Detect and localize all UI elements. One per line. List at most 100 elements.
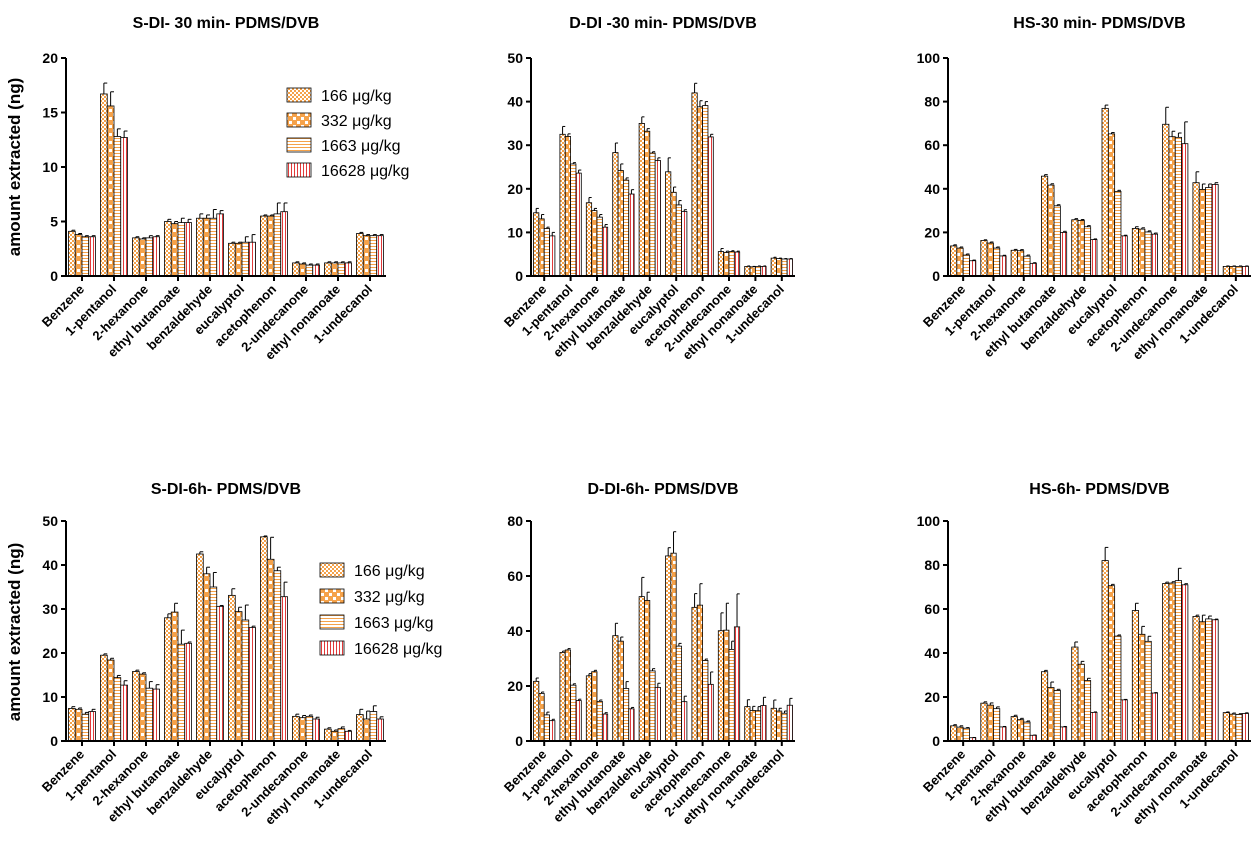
bar xyxy=(533,680,540,742)
bar xyxy=(691,606,698,742)
bar xyxy=(980,240,988,277)
bar xyxy=(88,711,96,742)
bar xyxy=(1023,255,1031,277)
bar xyxy=(120,684,128,742)
bar xyxy=(68,230,76,277)
bar xyxy=(538,693,545,742)
bar xyxy=(1120,699,1128,742)
bar xyxy=(1077,663,1085,742)
bar xyxy=(152,688,160,742)
bar xyxy=(184,222,192,277)
chart-panel-2: D-DI -30 min- PDMS/DVB01020304050Benzene… xyxy=(501,15,795,363)
bar xyxy=(152,236,160,277)
y-tick-label: 80 xyxy=(924,94,940,110)
bar xyxy=(369,235,378,277)
bar xyxy=(962,727,970,742)
bar xyxy=(1120,235,1128,277)
bar xyxy=(305,264,314,277)
bar xyxy=(1174,136,1182,277)
bar xyxy=(786,258,793,277)
bar xyxy=(781,258,788,277)
bar xyxy=(644,600,651,742)
bar xyxy=(564,136,571,277)
bar xyxy=(170,611,179,742)
bar xyxy=(234,242,243,277)
bar xyxy=(1150,233,1159,277)
legend-swatch xyxy=(319,562,345,578)
bar xyxy=(273,570,282,742)
bar xyxy=(1229,713,1237,742)
bar xyxy=(1071,219,1079,277)
y-tick-label: 10 xyxy=(507,224,523,240)
chart-panel-1: S-DI- 30 min- PDMS/DVB05101520Benzene1-p… xyxy=(5,15,409,363)
bar xyxy=(1198,621,1206,742)
bar xyxy=(100,93,108,277)
legend-label: 332 μg/kg xyxy=(354,589,425,606)
bar xyxy=(273,213,282,277)
y-tick-label: 80 xyxy=(924,557,940,573)
bar xyxy=(145,687,154,742)
bar xyxy=(1150,692,1159,742)
bar xyxy=(248,627,256,742)
y-tick-label: 30 xyxy=(42,601,58,617)
y-tick-label: 20 xyxy=(42,645,58,661)
bar xyxy=(344,730,352,742)
bar xyxy=(1144,231,1152,277)
bar xyxy=(665,555,672,742)
bar xyxy=(749,266,756,277)
bar xyxy=(202,573,211,742)
chart-panel-6: HS-6h- PDMS/DVB020406080100Benzene1-pent… xyxy=(917,481,1251,828)
bar xyxy=(670,191,677,277)
bar xyxy=(728,251,735,277)
bar xyxy=(993,247,1001,277)
bar xyxy=(1059,231,1068,277)
bar xyxy=(74,234,83,277)
bar xyxy=(755,266,762,277)
bar xyxy=(81,236,90,277)
bar xyxy=(1101,560,1109,742)
bar xyxy=(228,242,236,277)
bar xyxy=(723,629,730,742)
bar xyxy=(170,223,179,277)
bar xyxy=(260,536,268,742)
bar xyxy=(1222,266,1230,277)
bar xyxy=(570,163,577,277)
y-tick-label: 10 xyxy=(42,689,58,705)
bar xyxy=(986,242,994,277)
bar xyxy=(654,160,661,277)
bar xyxy=(1131,228,1140,277)
bar xyxy=(280,596,288,742)
chart-panel-4: S-DI-6h- PDMS/DVB01020304050Benzene1-pen… xyxy=(5,481,442,828)
bar xyxy=(575,172,582,277)
bar xyxy=(786,704,793,742)
y-tick-label: 0 xyxy=(932,268,940,284)
bar xyxy=(330,262,339,277)
bar xyxy=(1077,220,1085,277)
bar xyxy=(1059,726,1068,742)
bar xyxy=(770,707,777,742)
bar xyxy=(755,710,762,742)
y-tick-label: 20 xyxy=(507,678,523,694)
y-tick-label: 100 xyxy=(917,513,941,529)
bar xyxy=(549,720,556,742)
bar xyxy=(638,123,645,277)
bar xyxy=(337,262,346,277)
bar xyxy=(106,105,115,277)
bar xyxy=(209,217,218,277)
bar xyxy=(100,654,108,742)
bar xyxy=(1205,187,1213,277)
bar xyxy=(702,105,709,277)
bar xyxy=(744,266,751,277)
bar xyxy=(575,700,582,742)
bar xyxy=(585,675,593,742)
bar xyxy=(1041,671,1049,742)
bar xyxy=(298,263,307,277)
bar xyxy=(298,717,307,742)
legend-swatch xyxy=(286,162,312,178)
y-tick-label: 40 xyxy=(507,94,523,110)
bar xyxy=(1101,107,1109,277)
legend-swatch xyxy=(286,87,312,103)
bar xyxy=(1107,585,1116,742)
bar xyxy=(362,235,371,277)
